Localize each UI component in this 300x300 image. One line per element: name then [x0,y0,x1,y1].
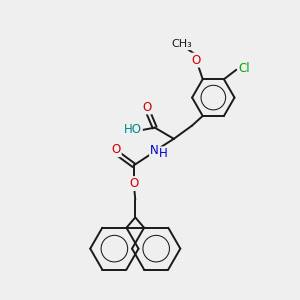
Text: O: O [192,54,201,67]
Text: CH₃: CH₃ [172,40,193,50]
Text: Cl: Cl [239,61,250,74]
Text: HO: HO [124,124,142,136]
Text: O: O [142,100,152,113]
Text: O: O [129,177,138,190]
Text: H: H [159,147,168,160]
Text: N: N [150,144,159,157]
Text: O: O [112,143,121,156]
